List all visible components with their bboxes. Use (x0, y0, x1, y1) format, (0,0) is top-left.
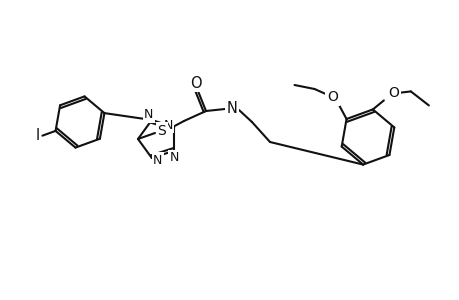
Text: S: S (157, 124, 166, 138)
Text: N: N (153, 154, 162, 166)
Text: O: O (326, 90, 337, 104)
Text: N: N (169, 151, 179, 164)
Text: I: I (35, 128, 39, 143)
Text: N: N (163, 119, 173, 132)
Text: O: O (190, 76, 202, 91)
Text: O: O (387, 86, 398, 100)
Text: N: N (144, 109, 153, 122)
Text: N: N (226, 100, 237, 116)
